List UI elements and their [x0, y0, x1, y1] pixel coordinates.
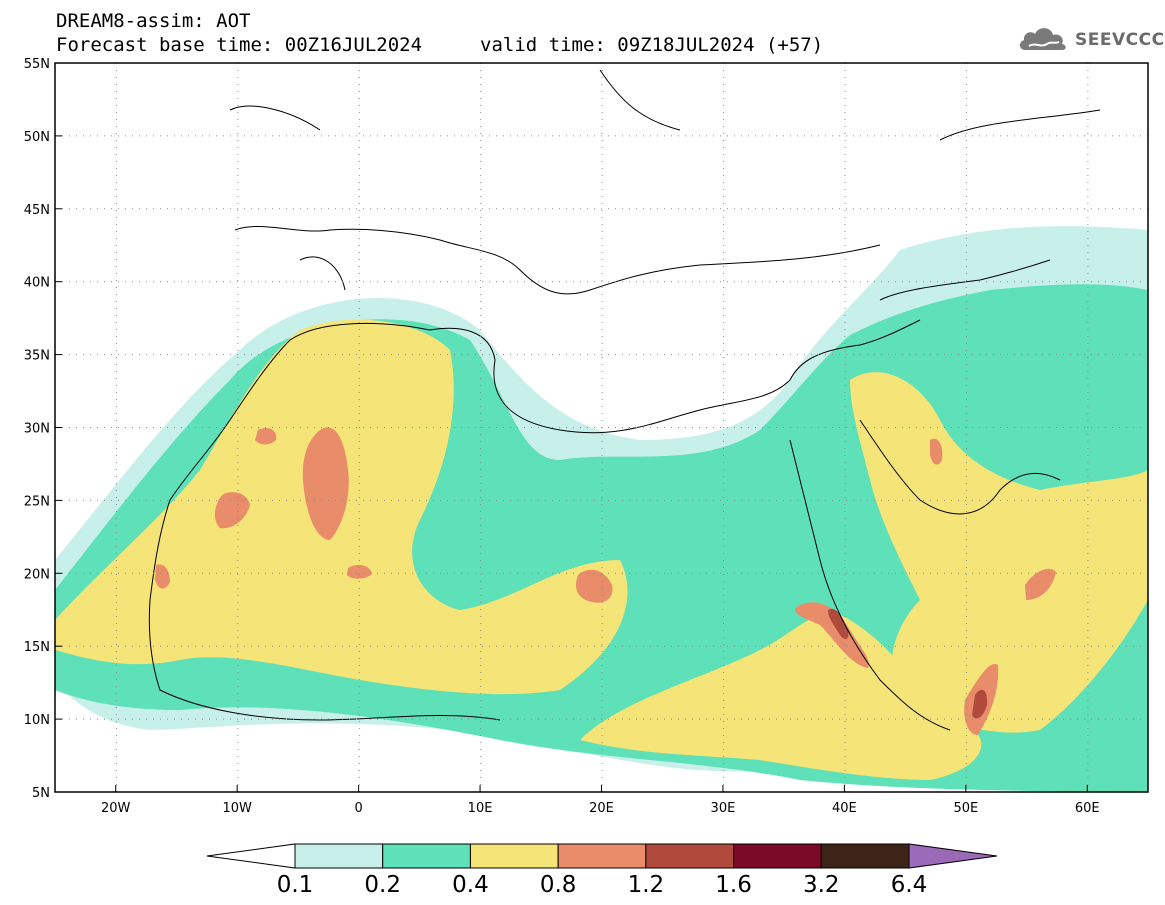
colorbar-label: 3.2 — [803, 872, 840, 898]
lat-tick-label: 45N — [24, 203, 50, 218]
forecast-base-time: Forecast base time: 00Z16JUL2024 — [56, 34, 423, 56]
aot-band-0.8-eritrea — [795, 602, 869, 668]
lon-tick-label: 40E — [832, 801, 857, 816]
aot-band-0.8-mauritania — [214, 492, 250, 529]
lat-tick-label: 50N — [24, 130, 50, 145]
colorbar-label: 0.1 — [277, 872, 314, 898]
cloud-icon — [1019, 28, 1066, 50]
lat-tick-label: 35N — [24, 349, 50, 364]
colorbar-label: 1.6 — [715, 872, 752, 898]
aot-band-0.8-morocco — [255, 428, 277, 445]
colorbar-swatch — [733, 843, 822, 869]
colorbar-label: 0.2 — [364, 872, 401, 898]
aot-band-0.8-senegal — [155, 564, 170, 589]
lat-tick-label: 55N — [24, 57, 50, 72]
aot-band-1.2-eritrea — [828, 608, 849, 640]
lon-tick-label: 10W — [222, 801, 252, 816]
lon-tick-label: 20E — [589, 801, 614, 816]
colorbar-swatch — [820, 843, 910, 869]
colorbar-label: 0.8 — [540, 872, 577, 898]
aot-band-0.8-oman — [1025, 568, 1056, 600]
lon-tick-label: 0 — [354, 801, 362, 816]
colorbar-swatch — [557, 843, 647, 869]
aot-band-0.4-arabia — [850, 372, 1148, 733]
aot-band-0.8-algeria — [302, 427, 349, 540]
lat-tick-label: 40N — [24, 276, 50, 291]
colorbar-swatch — [382, 843, 471, 869]
lon-tick-label: 50E — [953, 801, 978, 816]
lat-tick-label: 10N — [24, 713, 50, 728]
lat-tick-label: 30N — [24, 422, 50, 437]
graticule — [55, 63, 1148, 792]
valid-time: valid time: 09Z18JUL2024 (+57) — [480, 34, 824, 56]
colorbar-label: 0.4 — [452, 872, 489, 898]
colorbar-label: 1.2 — [628, 872, 665, 898]
colorbar: 0.1 0.2 0.4 0.8 1.2 1.6 3.2 6.4 — [206, 843, 998, 898]
lat-tick-label: 25N — [24, 494, 50, 509]
colorbar-swatch — [645, 843, 735, 869]
colorbar-label: 6.4 — [891, 872, 928, 898]
lat-tick-label: 15N — [24, 640, 50, 655]
aot-band-1.2-somalia — [972, 689, 988, 719]
lon-tick-label: 10E — [468, 801, 493, 816]
lon-tick-label: 30E — [711, 801, 736, 816]
map-title: DREAM8-assim: AOT — [56, 10, 251, 32]
lat-tick-label: 5N — [32, 786, 50, 801]
lon-tick-label: 20W — [101, 801, 131, 816]
colorbar-high-arrow — [908, 843, 998, 869]
seevccc-logo: SEEVCCC — [1017, 24, 1164, 58]
lat-tick-label: 20N — [24, 567, 50, 582]
longitude-ticks: 20W 10W 0 10E 20E 30E 40E 50E 60E — [101, 785, 1100, 816]
colorbar-low-arrow — [206, 843, 296, 869]
coastlines — [148, 69, 1101, 731]
logo-text: SEEVCCC — [1075, 30, 1165, 50]
aot-band-0.4-east — [580, 613, 982, 780]
aot-band-0.8-chad — [575, 569, 613, 603]
aot-band-0.8-iraq — [930, 438, 943, 465]
colorbar-swatch — [469, 843, 559, 869]
aot-band-0.8-niger — [347, 564, 372, 579]
colorbar-swatch — [294, 843, 384, 869]
latitude-ticks: 55N 50N 45N 40N 35N 30N 25N 20N 15N 10N 5N — [24, 57, 62, 801]
lon-tick-label: 60E — [1075, 801, 1100, 816]
